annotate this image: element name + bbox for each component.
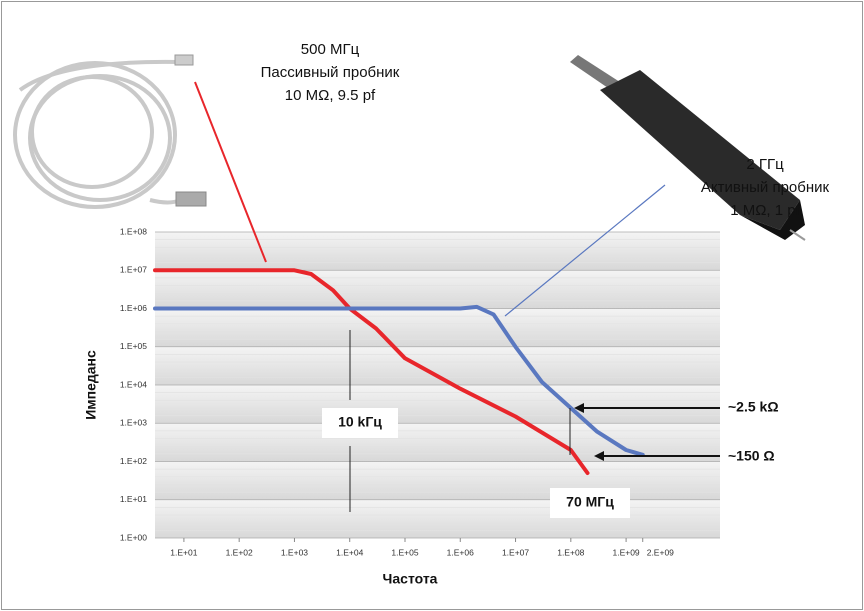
- x-tick-label: 1.E+08: [557, 547, 584, 557]
- x-tick-label: 1.E+05: [391, 547, 418, 557]
- grid-band: [155, 347, 720, 385]
- x-tick-label: 1.E+09: [612, 547, 639, 557]
- x-tick-label: 2.E+09: [647, 547, 674, 557]
- annotation: 10 MΩ, 9.5 pf: [285, 87, 376, 104]
- grid-band: [155, 500, 720, 538]
- annotation: Активный пробник: [701, 179, 830, 196]
- annotation: Пассивный пробник: [261, 64, 400, 81]
- grid-band: [155, 309, 720, 347]
- y-tick-label: 1.E+03: [120, 418, 147, 428]
- annotation: 10 kГц: [338, 414, 382, 430]
- x-tick-label: 1.E+07: [502, 547, 529, 557]
- y-tick-label: 1.E+04: [120, 379, 147, 389]
- x-tick-label: 1.E+03: [281, 547, 308, 557]
- y-tick-label: 1.E+08: [120, 226, 147, 236]
- y-tick-label: 1.E+00: [120, 532, 147, 542]
- chart: 1.E+00 1.E+01 1.E+02 1.E+03 1.E+04 1.E+05 1.E+…: [0, 0, 864, 611]
- y-tick-label: 1.E+05: [120, 341, 147, 351]
- annotation: 2 ГГц: [746, 156, 784, 173]
- annotation: 1 MΩ, 1 pf: [730, 202, 800, 219]
- x-tick-label: 1.E+04: [336, 547, 363, 557]
- x-tick-label: 1.E+06: [447, 547, 474, 557]
- x-tick-label: 1.E+02: [226, 547, 253, 557]
- annotation: 500 МГц: [301, 41, 360, 58]
- x-axis-label: Частота: [383, 571, 438, 587]
- y-axis-label: Импеданс: [83, 350, 99, 420]
- annotation: 70 МГц: [566, 494, 614, 510]
- grid-band: [155, 270, 720, 308]
- y-tick-label: 1.E+07: [120, 265, 147, 275]
- grid-band: [155, 462, 720, 500]
- grid-band: [155, 385, 720, 423]
- annotation: ~2.5 kΩ: [728, 399, 779, 415]
- y-tick-label: 1.E+01: [120, 494, 147, 504]
- y-tick-label: 1.E+02: [120, 456, 147, 466]
- grid-band: [155, 232, 720, 270]
- y-tick-label: 1.E+06: [120, 303, 147, 313]
- annotation: ~150 Ω: [728, 448, 775, 464]
- x-tick-label: 1.E+01: [170, 547, 197, 557]
